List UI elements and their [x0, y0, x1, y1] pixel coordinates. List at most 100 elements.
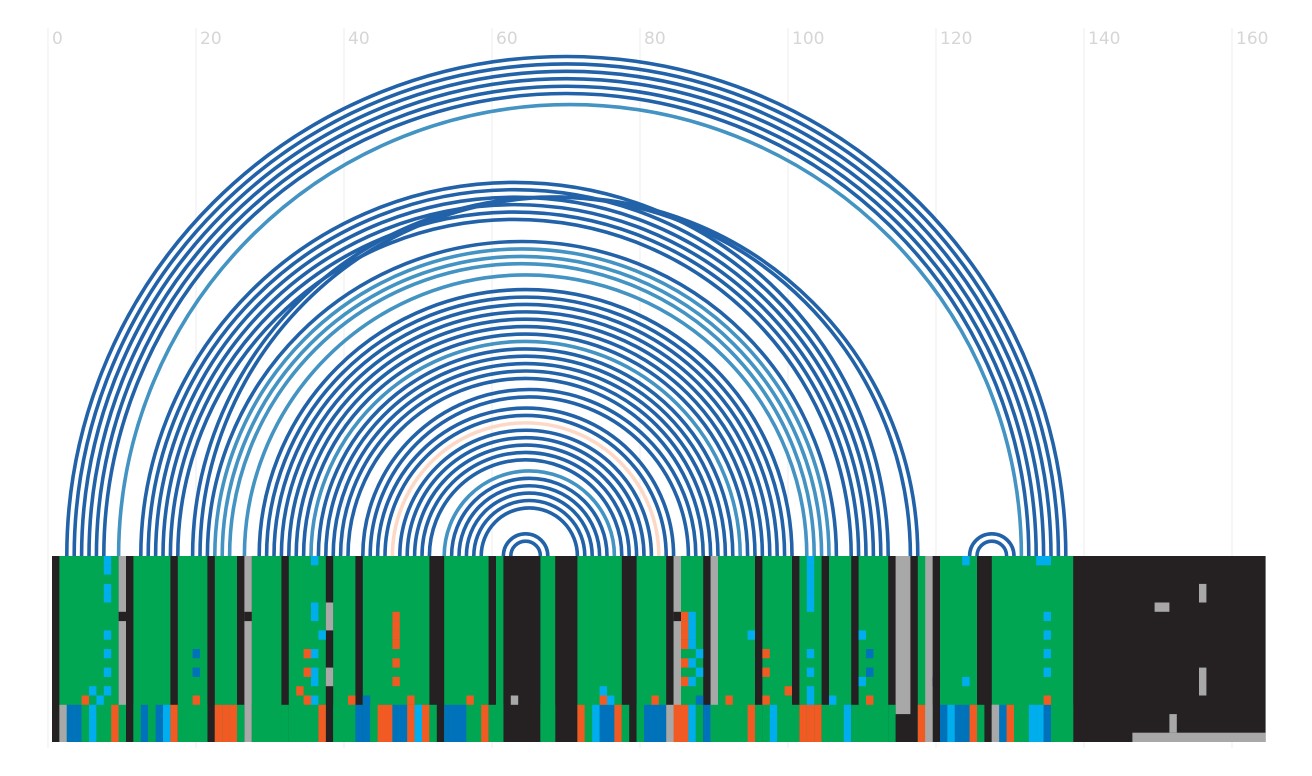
bottom-cell	[673, 704, 681, 742]
bottom-cell	[599, 704, 607, 742]
dot-mark	[311, 649, 319, 659]
x-tick-label: 40	[348, 29, 370, 49]
bottom-cell	[74, 704, 82, 742]
arc-24-103	[227, 261, 816, 557]
bottom-cell	[747, 704, 755, 742]
dot-mark	[1043, 556, 1051, 566]
dot-mark	[866, 695, 874, 705]
dot-mark	[681, 621, 689, 631]
bottom-cell	[81, 704, 89, 742]
bottom-cell	[1006, 704, 1014, 742]
arc-2-137	[65, 54, 1068, 557]
dot-mark	[318, 630, 326, 640]
dot-mark	[89, 686, 97, 696]
bottom-cell	[59, 704, 67, 742]
x-tick-labels: 0 20 40 60 80 100 120 140 160	[52, 29, 1268, 49]
bottom-cell	[296, 704, 304, 742]
bottom-cell	[103, 704, 112, 742]
dot-mark	[192, 695, 200, 705]
bottom-cell	[333, 704, 341, 742]
dot-mark	[311, 611, 319, 622]
bottom-cell	[407, 704, 415, 742]
dot-mark	[688, 611, 696, 622]
bottom-cell	[96, 704, 104, 742]
gray-column	[325, 667, 334, 687]
bottom-cell	[355, 704, 363, 742]
bottom-cell	[821, 704, 829, 742]
bottom-cell	[947, 704, 955, 742]
bottom-cell	[348, 704, 356, 742]
dot-mark	[392, 639, 400, 649]
bottom-cell	[666, 704, 674, 742]
arc-51-77	[427, 458, 624, 557]
arc-55-74	[457, 483, 602, 557]
bottom-cell	[718, 704, 726, 742]
arc-34-94	[301, 332, 750, 557]
black-mark	[244, 611, 252, 622]
dot-mark	[829, 695, 837, 705]
arc-46-82	[390, 421, 661, 557]
dot-mark	[303, 667, 311, 677]
bottom-cell	[991, 704, 1000, 742]
arc-45-83	[383, 413, 668, 557]
dot-mark	[866, 667, 874, 677]
arc-125-129	[975, 539, 1009, 557]
gray-column	[510, 695, 519, 705]
bottom-cell	[281, 704, 289, 742]
dot-mark	[806, 602, 815, 612]
dot-mark	[806, 583, 815, 594]
arc-9-131	[116, 102, 1024, 557]
dot-mark	[695, 649, 704, 659]
dot-mark	[762, 649, 770, 659]
bottom-cell	[237, 704, 245, 742]
bottom-cell	[481, 704, 489, 742]
arc-57-72	[472, 498, 587, 557]
dot-mark	[725, 695, 733, 705]
dot-mark	[866, 649, 874, 659]
dot-mark	[1043, 695, 1051, 705]
arc-7-132	[102, 91, 1031, 557]
bottom-cell	[1065, 704, 1074, 742]
dot-mark	[681, 658, 689, 668]
bottom-cell	[222, 704, 230, 742]
dot-mark	[296, 686, 304, 696]
x-tick-label: 80	[644, 29, 666, 49]
bottom-cell	[429, 704, 437, 742]
arc-50-78	[420, 450, 631, 557]
dot-mark	[806, 695, 815, 705]
dot-mark	[103, 649, 112, 659]
bottom-cell	[592, 704, 600, 742]
dot-mark	[695, 695, 704, 705]
dot-mark	[192, 649, 200, 659]
bottom-cell	[118, 704, 126, 742]
bottom-cell	[888, 704, 896, 742]
bottom-cell	[577, 704, 585, 742]
black-mark	[673, 611, 681, 622]
dot-mark	[681, 630, 689, 640]
dot-mark	[688, 658, 696, 668]
bottom-cell	[769, 704, 778, 742]
dot-mark	[962, 556, 970, 566]
bottom-cell	[710, 704, 718, 742]
bottom-cell	[266, 704, 274, 742]
bottom-cell	[777, 704, 785, 742]
dot-mark	[762, 667, 770, 677]
bottom-cell	[651, 704, 659, 742]
dot-mark	[103, 583, 112, 594]
bottom-cell	[658, 704, 667, 742]
dot-mark	[962, 676, 970, 687]
bottom-cell	[192, 704, 200, 742]
arc-15-110	[161, 202, 868, 557]
arc-20-117	[198, 195, 920, 557]
gray-mark	[1132, 732, 1266, 742]
dot-mark	[688, 630, 696, 640]
arc-43-86	[368, 395, 691, 557]
bottom-cell	[784, 704, 792, 742]
bottom-cell	[229, 704, 237, 742]
arc-40-88	[346, 376, 705, 557]
bottom-cell	[451, 704, 459, 742]
bottom-cell	[66, 704, 75, 742]
dot-mark	[103, 630, 112, 640]
dot-mark	[858, 676, 866, 687]
arc-23-104	[220, 254, 824, 557]
